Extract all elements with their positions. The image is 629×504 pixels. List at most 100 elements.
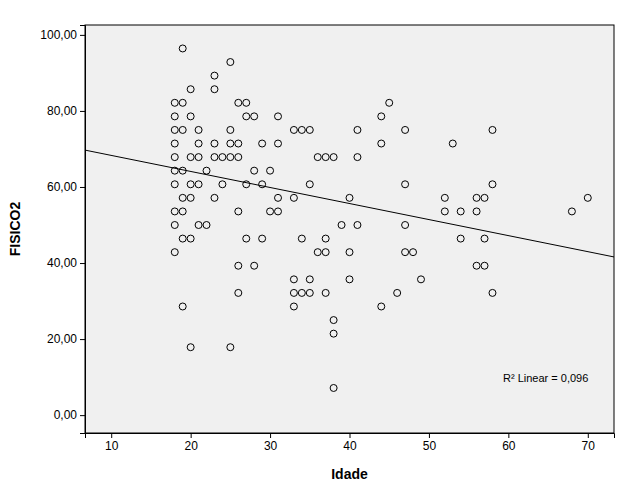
- x-tick-label: 70: [582, 439, 596, 453]
- point: [338, 222, 345, 229]
- point: [259, 140, 266, 147]
- point: [473, 208, 480, 215]
- point: [187, 154, 194, 161]
- point: [235, 208, 242, 215]
- x-tick-label: 20: [184, 439, 198, 453]
- point: [179, 194, 186, 201]
- y-tick-mark: [80, 415, 85, 416]
- point: [179, 303, 186, 310]
- point: [235, 140, 242, 147]
- point: [275, 113, 282, 120]
- point: [187, 86, 194, 93]
- x-tick-mark: [588, 433, 589, 438]
- point: [402, 181, 409, 188]
- point: [251, 167, 258, 174]
- y-tick: 40,00: [47, 256, 85, 270]
- point: [290, 194, 297, 201]
- y-tick-mark: [80, 35, 85, 36]
- point: [235, 289, 242, 296]
- point: [187, 113, 194, 120]
- point: [314, 154, 321, 161]
- point: [243, 113, 250, 120]
- point: [417, 276, 424, 283]
- x-tick-mark: [191, 433, 192, 438]
- point: [171, 222, 178, 229]
- point: [251, 113, 258, 120]
- point: [346, 249, 353, 256]
- x-tick-mark: [111, 433, 112, 438]
- point: [354, 154, 361, 161]
- point: [473, 262, 480, 269]
- x-tick-label: 30: [264, 439, 278, 453]
- point: [402, 126, 409, 133]
- point: [171, 113, 178, 120]
- x-axis-line: [86, 434, 615, 439]
- point: [330, 317, 337, 324]
- point: [171, 181, 178, 188]
- y-tick-label: 20,00: [47, 332, 77, 346]
- point: [275, 140, 282, 147]
- point: [481, 235, 488, 242]
- x-tick: 70: [582, 433, 596, 453]
- y-tick: 100,00: [40, 28, 85, 42]
- x-tick: 30: [264, 433, 278, 453]
- x-tick-label: 60: [502, 439, 516, 453]
- point: [322, 154, 329, 161]
- point: [211, 154, 218, 161]
- point: [457, 208, 464, 215]
- point: [378, 303, 385, 310]
- point: [171, 140, 178, 147]
- point: [243, 99, 250, 106]
- point: [441, 208, 448, 215]
- x-axis-title: Idade: [331, 466, 368, 482]
- point: [489, 181, 496, 188]
- point: [171, 126, 178, 133]
- point: [568, 208, 575, 215]
- point: [378, 140, 385, 147]
- point: [171, 249, 178, 256]
- x-tick-label: 10: [105, 439, 119, 453]
- point: [179, 99, 186, 106]
- point: [195, 154, 202, 161]
- y-tick-mark: [80, 111, 85, 112]
- point: [251, 262, 258, 269]
- point: [187, 181, 194, 188]
- point: [489, 289, 496, 296]
- point: [306, 126, 313, 133]
- fit-line: [85, 150, 614, 257]
- point: [179, 126, 186, 133]
- x-tick: 60: [502, 433, 516, 453]
- point: [195, 140, 202, 147]
- x-axis: 10203040506070: [86, 433, 615, 453]
- point: [306, 181, 313, 188]
- chart: 102030405060700,0020,0040,0060,0080,0010…: [0, 0, 629, 504]
- point: [219, 181, 226, 188]
- point: [179, 208, 186, 215]
- point: [227, 59, 234, 66]
- annotation: R² Linear = 0,096: [503, 372, 588, 384]
- point: [306, 289, 313, 296]
- x-tick-mark: [508, 433, 509, 438]
- point: [346, 194, 353, 201]
- point: [298, 235, 305, 242]
- x-tick-mark: [270, 433, 271, 438]
- point: [346, 276, 353, 283]
- x-tick-mark: [429, 433, 430, 438]
- y-tick-mark: [80, 263, 85, 264]
- point: [290, 276, 297, 283]
- point: [195, 126, 202, 133]
- y-tick-mark: [80, 187, 85, 188]
- y-tick: 20,00: [47, 332, 85, 346]
- point: [290, 126, 297, 133]
- point: [298, 289, 305, 296]
- point: [219, 154, 226, 161]
- point: [211, 194, 218, 201]
- background: [0, 0, 629, 504]
- point: [330, 154, 337, 161]
- point: [394, 289, 401, 296]
- point: [211, 86, 218, 93]
- y-tick: 60,00: [47, 180, 85, 194]
- point: [235, 99, 242, 106]
- point: [354, 126, 361, 133]
- point: [378, 113, 385, 120]
